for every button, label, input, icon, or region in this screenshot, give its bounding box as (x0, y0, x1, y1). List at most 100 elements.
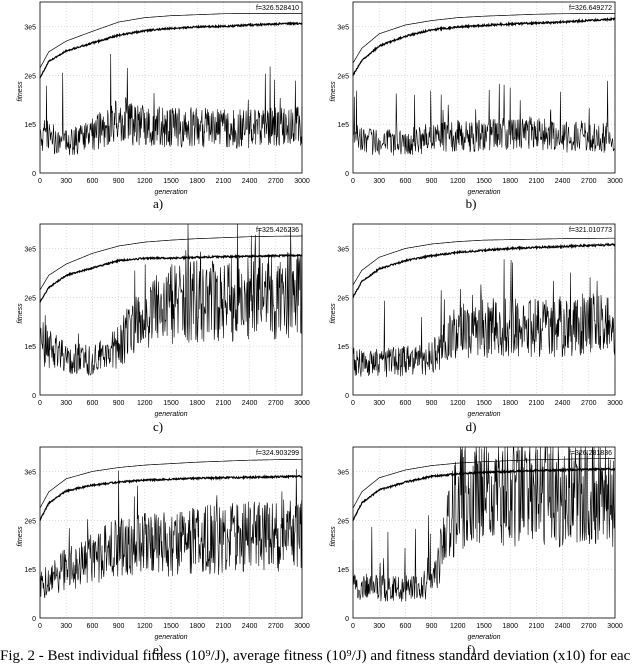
x-tick-label: 900 (113, 400, 125, 407)
average-fitness-line (39, 473, 303, 521)
x-tick-label: 600 (87, 178, 99, 185)
y-tick-label: 1e5 (24, 567, 36, 574)
y-tick-label: 3e5 (24, 246, 36, 253)
y-tick-label: 0 (32, 616, 36, 623)
x-tick-label: 2400 (555, 400, 571, 407)
x-tick-label: 1200 (137, 400, 153, 407)
x-tick-label: 900 (113, 178, 125, 185)
x-tick-label: 1800 (502, 623, 518, 630)
y-tick-label: 0 (345, 393, 349, 400)
x-tick-label: 300 (60, 400, 72, 407)
x-tick-label: 1200 (450, 178, 466, 185)
y-axis-label: fitness (17, 303, 24, 324)
y-tick-label: 2e5 (337, 295, 349, 302)
y-tick-label: 2e5 (337, 518, 349, 525)
x-tick-label: 1500 (163, 400, 179, 407)
panel-caption: a) (153, 196, 163, 211)
x-tick-label: 900 (426, 400, 438, 407)
deviation-line (39, 469, 303, 599)
x-tick-label: 3000 (294, 178, 310, 185)
x-tick-label: 2700 (268, 178, 284, 185)
x-tick-label: 600 (87, 400, 99, 407)
x-tick-label: 2400 (555, 178, 571, 185)
y-tick-label: 2e5 (24, 73, 36, 80)
final-fitness-annotation: f=325.426236 (256, 227, 299, 234)
x-tick-label: 1200 (137, 623, 153, 630)
plot-frame (39, 1, 303, 174)
x-axis-label: generation (154, 634, 187, 641)
x-tick-label: 0 (351, 178, 355, 185)
final-fitness-annotation: f=326.649272 (569, 5, 612, 12)
best-fitness-line (352, 237, 615, 286)
x-tick-label: 2700 (268, 400, 284, 407)
x-tick-label: 3000 (607, 178, 623, 185)
x-tick-label: 2100 (529, 400, 545, 407)
x-tick-label: 2400 (242, 178, 258, 185)
x-tick-label: 1500 (163, 178, 179, 185)
y-tick-label: 0 (32, 171, 36, 178)
x-tick-label: 900 (426, 178, 438, 185)
y-tick-label: 3e5 (337, 24, 349, 31)
chart-panel-2: 0 300 600 900 1200 1500 1800 2100 2400 2700 3000 0 1… (330, 1, 623, 211)
plot-frame (352, 446, 616, 619)
average-fitness-line (39, 21, 303, 79)
x-tick-label: 300 (60, 623, 72, 630)
x-tick-label: 600 (400, 400, 412, 407)
best-fitness-line (39, 458, 302, 509)
average-fitness-line (39, 253, 303, 303)
x-tick-label: 2100 (216, 623, 232, 630)
average-fitness-line (352, 16, 616, 77)
y-axis-label: fitness (330, 303, 337, 324)
y-tick-label: 3e5 (24, 469, 36, 476)
best-fitness-line (39, 235, 302, 291)
x-tick-label: 300 (373, 178, 385, 185)
deviation-line (352, 259, 616, 378)
panel-caption: f) (467, 642, 476, 657)
panel-caption: c) (153, 419, 163, 434)
chart-panel-1: 0 300 600 900 1200 1500 1800 2100 2400 2700 3000 0 1… (17, 1, 310, 211)
y-tick-label: 1e5 (24, 122, 36, 129)
y-axis-label: fitness (17, 81, 24, 102)
panel-caption: b) (466, 196, 477, 211)
x-tick-label: 0 (38, 623, 42, 630)
deviation-line (39, 53, 303, 156)
x-tick-label: 600 (400, 178, 412, 185)
plot-frame (352, 223, 616, 396)
y-tick-label: 3e5 (24, 24, 36, 31)
y-tick-label: 3e5 (337, 469, 349, 476)
x-tick-label: 0 (38, 178, 42, 185)
y-tick-label: 0 (345, 171, 349, 178)
x-tick-label: 0 (351, 400, 355, 407)
x-tick-label: 2100 (529, 623, 545, 630)
y-axis-label: fitness (17, 526, 24, 547)
x-axis-label: generation (154, 411, 187, 418)
x-tick-label: 3000 (294, 623, 310, 630)
x-tick-label: 1500 (163, 623, 179, 630)
y-tick-label: 1e5 (337, 122, 349, 129)
final-fitness-annotation: f=326.281836 (569, 450, 612, 457)
x-tick-label: 1500 (476, 178, 492, 185)
chart-panel-6: 0 300 600 900 1200 1500 1800 2100 2400 2700 3000 0 1… (330, 446, 623, 657)
x-tick-label: 2400 (242, 623, 258, 630)
x-tick-label: 600 (87, 623, 99, 630)
x-tick-label: 900 (113, 623, 125, 630)
panel-caption: d) (466, 419, 477, 434)
y-axis-label: fitness (330, 81, 337, 102)
x-tick-label: 1200 (137, 178, 153, 185)
x-tick-label: 1800 (502, 400, 518, 407)
x-tick-label: 3000 (607, 623, 623, 630)
y-tick-label: 3e5 (337, 246, 349, 253)
deviation-line (352, 446, 616, 602)
y-tick-label: 2e5 (24, 295, 36, 302)
x-tick-label: 2100 (216, 178, 232, 185)
y-axis-label: fitness (330, 526, 337, 547)
final-fitness-annotation: f=324.903299 (256, 450, 299, 457)
y-tick-label: 2e5 (337, 73, 349, 80)
x-tick-label: 1800 (502, 178, 518, 185)
x-tick-label: 3000 (294, 400, 310, 407)
x-tick-label: 0 (351, 623, 355, 630)
plot-frame (39, 446, 303, 619)
deviation-line (352, 80, 616, 156)
x-tick-label: 2100 (529, 178, 545, 185)
